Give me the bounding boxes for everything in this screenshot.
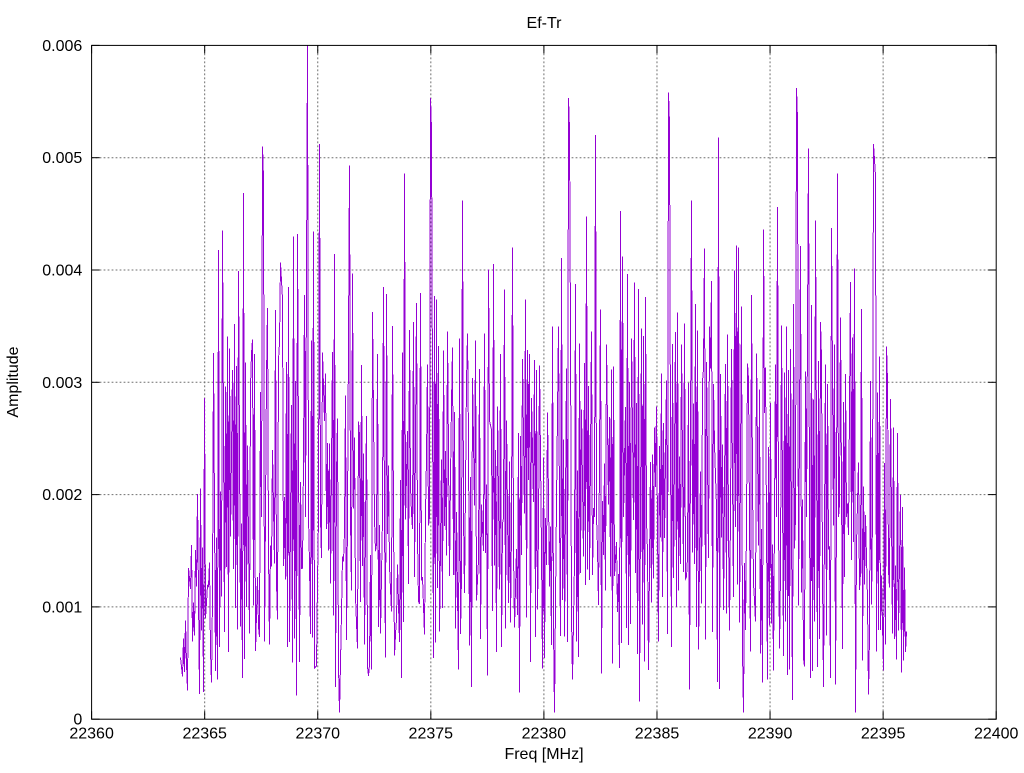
svg-text:22375: 22375: [409, 726, 454, 743]
svg-text:22385: 22385: [635, 726, 680, 743]
svg-text:Ef-Tr: Ef-Tr: [527, 15, 563, 32]
svg-text:22395: 22395: [861, 726, 906, 743]
svg-text:22360: 22360: [69, 726, 114, 743]
svg-text:22400: 22400: [974, 726, 1019, 743]
svg-text:Freq [MHz]: Freq [MHz]: [504, 746, 583, 763]
svg-text:0.006: 0.006: [42, 38, 82, 55]
svg-text:0.003: 0.003: [42, 375, 82, 392]
svg-text:22380: 22380: [522, 726, 567, 743]
svg-text:0.001: 0.001: [42, 599, 82, 616]
svg-text:Amplitude: Amplitude: [5, 346, 22, 417]
svg-text:0: 0: [73, 712, 82, 729]
svg-text:0.004: 0.004: [42, 263, 82, 280]
svg-text:22390: 22390: [748, 726, 793, 743]
svg-text:0.002: 0.002: [42, 487, 82, 504]
svg-text:0.005: 0.005: [42, 150, 82, 167]
svg-text:22370: 22370: [296, 726, 341, 743]
svg-text:22365: 22365: [182, 726, 227, 743]
